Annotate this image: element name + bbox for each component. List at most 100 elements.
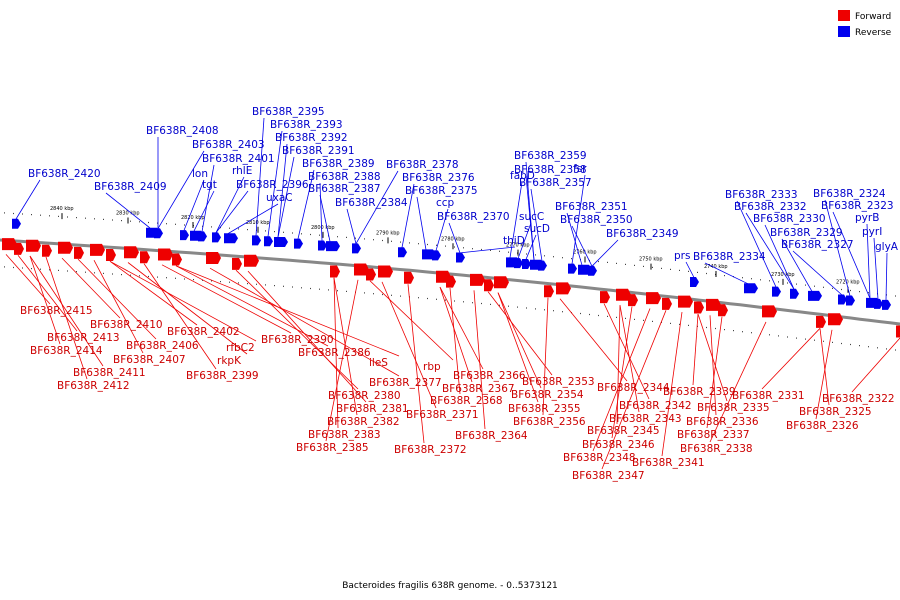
scale-dot bbox=[112, 219, 113, 221]
forward-leader bbox=[109, 260, 257, 342]
reverse-gene-label: BF638R_2375 bbox=[405, 185, 478, 197]
forward-gene-arrow[interactable] bbox=[26, 239, 41, 252]
reverse-gene-arrow[interactable] bbox=[568, 263, 577, 274]
forward-gene-arrow[interactable] bbox=[678, 295, 693, 308]
forward-gene-arrow[interactable] bbox=[244, 254, 259, 267]
forward-gene-arrow[interactable] bbox=[330, 265, 340, 278]
scale-dot bbox=[814, 339, 815, 341]
reverse-leader bbox=[319, 194, 331, 242]
reverse-gene-arrow[interactable] bbox=[690, 277, 699, 288]
reverse-gene-arrow[interactable] bbox=[224, 233, 238, 244]
reverse-gene-arrow[interactable] bbox=[522, 258, 531, 269]
forward-gene-arrow[interactable] bbox=[14, 242, 24, 255]
forward-gene-arrow[interactable] bbox=[494, 276, 509, 289]
scale-dot bbox=[895, 349, 896, 351]
reverse-gene-arrow[interactable] bbox=[882, 299, 891, 310]
reverse-gene-arrow[interactable] bbox=[180, 230, 189, 241]
forward-gene-arrow[interactable] bbox=[628, 294, 638, 307]
forward-gene-arrow[interactable] bbox=[896, 325, 900, 338]
reverse-gene-label: BF638R_2349 bbox=[606, 228, 679, 240]
forward-gene-arrow[interactable] bbox=[646, 292, 661, 305]
reverse-genes bbox=[12, 218, 891, 310]
scale-dot bbox=[22, 267, 23, 269]
scale-dot bbox=[634, 318, 635, 320]
forward-gene-arrow[interactable] bbox=[232, 257, 242, 270]
forward-gene-arrow[interactable] bbox=[694, 301, 704, 314]
reverse-gene-arrow[interactable] bbox=[352, 243, 361, 254]
reverse-gene-arrow[interactable] bbox=[432, 250, 441, 261]
forward-leader bbox=[603, 303, 650, 400]
forward-gene-arrow[interactable] bbox=[544, 285, 554, 298]
reverse-gene-arrow[interactable] bbox=[790, 288, 799, 299]
reverse-gene-arrow[interactable] bbox=[772, 286, 781, 297]
reverse-gene-arrow[interactable] bbox=[12, 218, 21, 229]
forward-gene-arrow[interactable] bbox=[158, 248, 173, 261]
scale-dot bbox=[724, 329, 725, 331]
forward-gene-arrow[interactable] bbox=[106, 249, 116, 262]
reverse-gene-arrow[interactable] bbox=[212, 232, 221, 243]
forward-gene-arrow[interactable] bbox=[484, 279, 494, 292]
legend-reverse-label: Reverse bbox=[855, 28, 892, 38]
reverse-gene-arrow[interactable] bbox=[294, 238, 303, 249]
forward-gene-arrow[interactable] bbox=[600, 291, 610, 304]
forward-gene-arrow[interactable] bbox=[706, 298, 721, 311]
forward-gene-arrow[interactable] bbox=[124, 246, 139, 259]
forward-gene-arrow[interactable] bbox=[718, 304, 728, 317]
scale-dot bbox=[40, 214, 41, 216]
forward-gene-arrow[interactable] bbox=[828, 313, 843, 326]
legend-forward-label: Forward bbox=[855, 12, 891, 22]
forward-gene-label: BF638R_2325 bbox=[799, 406, 872, 418]
reverse-gene-label: BF638R_2329 bbox=[770, 227, 843, 239]
reverse-gene-arrow[interactable] bbox=[274, 237, 288, 248]
forward-gene-arrow[interactable] bbox=[446, 275, 456, 288]
forward-gene-arrow[interactable] bbox=[404, 271, 414, 284]
forward-leader bbox=[209, 267, 400, 377]
reverse-gene-arrow[interactable] bbox=[846, 295, 855, 306]
reverse-gene-arrow[interactable] bbox=[838, 294, 847, 305]
forward-gene-arrow[interactable] bbox=[90, 243, 105, 256]
reverse-gene-arrow[interactable] bbox=[398, 247, 407, 258]
forward-gene-arrow[interactable] bbox=[816, 315, 826, 328]
reverse-gene-arrow[interactable] bbox=[154, 228, 163, 239]
reverse-gene-arrow[interactable] bbox=[318, 240, 327, 251]
forward-gene-arrow[interactable] bbox=[616, 288, 631, 301]
forward-gene-arrow[interactable] bbox=[206, 251, 221, 264]
scale-dot bbox=[346, 290, 347, 292]
reverse-gene-arrow[interactable] bbox=[588, 265, 597, 276]
reverse-gene-label: glyA bbox=[875, 241, 899, 253]
forward-gene-arrow[interactable] bbox=[556, 282, 571, 295]
reverse-gene-arrow[interactable] bbox=[456, 252, 465, 263]
forward-gene-arrow[interactable] bbox=[762, 305, 777, 318]
reverse-gene-arrow[interactable] bbox=[538, 260, 547, 271]
scale-dot bbox=[760, 279, 761, 281]
reverse-gene-arrow[interactable] bbox=[514, 258, 523, 269]
reverse-gene-arrow[interactable] bbox=[874, 298, 883, 309]
forward-gene-arrow[interactable] bbox=[378, 265, 393, 278]
reverse-gene-label: BF638R_2392 bbox=[275, 132, 348, 144]
scale-dot bbox=[121, 220, 122, 222]
scale-dot bbox=[220, 281, 221, 283]
legend-reverse-swatch bbox=[838, 26, 850, 37]
forward-gene-arrow[interactable] bbox=[74, 246, 84, 259]
forward-gene-arrow[interactable] bbox=[172, 253, 182, 266]
forward-gene-arrow[interactable] bbox=[366, 268, 376, 281]
forward-gene-arrow[interactable] bbox=[354, 263, 369, 276]
reverse-gene-arrow[interactable] bbox=[744, 283, 758, 294]
forward-gene-arrow[interactable] bbox=[470, 273, 485, 286]
scale-dot bbox=[202, 279, 203, 281]
reverse-gene-arrow[interactable] bbox=[808, 290, 822, 301]
reverse-gene-arrow[interactable] bbox=[252, 235, 261, 246]
forward-gene-arrow[interactable] bbox=[42, 244, 52, 257]
reverse-gene-arrow[interactable] bbox=[198, 231, 207, 242]
scale-tick-label: 2720 kbp bbox=[836, 280, 860, 286]
reverse-leader bbox=[736, 200, 777, 288]
reverse-gene-arrow[interactable] bbox=[264, 236, 273, 247]
scale-dot bbox=[436, 244, 437, 246]
forward-gene-label: BF638R_2337 bbox=[677, 429, 750, 441]
forward-gene-arrow[interactable] bbox=[140, 251, 150, 264]
reverse-gene-arrow[interactable] bbox=[326, 241, 340, 252]
forward-gene-label: BF638R_2381 bbox=[336, 403, 409, 415]
forward-gene-arrow[interactable] bbox=[58, 241, 73, 254]
forward-gene-arrow[interactable] bbox=[2, 238, 17, 251]
forward-gene-arrow[interactable] bbox=[662, 297, 672, 310]
